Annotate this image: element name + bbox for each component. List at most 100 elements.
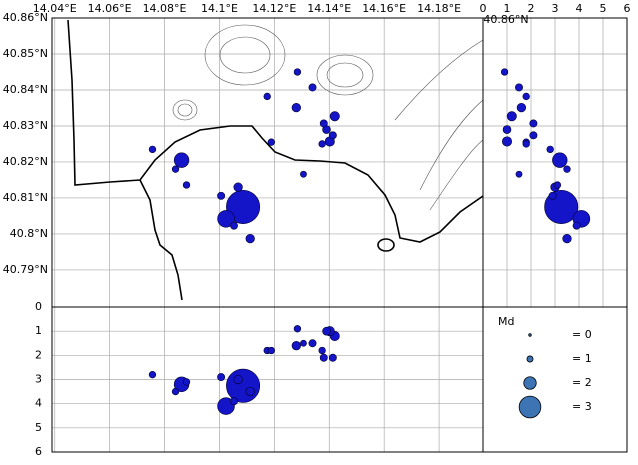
event-depth-lon [267, 346, 275, 355]
depth-tick-label: 2 [35, 348, 42, 361]
event-depth-lat [562, 233, 572, 244]
event-depth-lat [506, 111, 517, 122]
event-depth-lat [563, 165, 571, 173]
islet [377, 238, 395, 252]
legend-marker [518, 395, 542, 419]
depth-tick-label: 6 [624, 2, 631, 15]
event-map [148, 145, 157, 154]
legend-label: = 2 [572, 376, 592, 389]
event-depth-lon [217, 373, 226, 382]
event-depth-lon [318, 346, 326, 355]
event-depth-lat [553, 181, 562, 189]
depth-tick-label: 5 [35, 421, 42, 434]
y-tick-label: 40.86°N [3, 11, 48, 24]
event-depth-lat [502, 125, 512, 134]
y-tick-label: 40.81°N [3, 191, 48, 204]
event-map [173, 152, 190, 168]
legend-marker [528, 333, 532, 337]
coastline [67, 19, 484, 243]
event-depth-lon [182, 378, 191, 386]
event-map [318, 140, 326, 148]
event-map [233, 182, 243, 192]
relief [394, 39, 484, 211]
x-tick-label: 14.12°E [252, 2, 296, 15]
depth-tick-label: 4 [35, 397, 42, 410]
y-tick-label: 40.82°N [3, 155, 48, 168]
legend-title: Md [498, 315, 514, 328]
event-map [308, 83, 317, 92]
event-map [329, 111, 340, 122]
depth-tick-label: 6 [35, 445, 42, 458]
legend-label: = 0 [572, 328, 592, 341]
event-depth-lat [501, 136, 512, 147]
x-tick-label: 14.04°E [33, 2, 77, 15]
depth-tick-label: 3 [35, 373, 42, 386]
panel-frame [482, 306, 628, 453]
y-tick-label: 40.8°N [10, 227, 48, 240]
y-tick-label: 40.84°N [3, 83, 48, 96]
crater [316, 54, 374, 96]
event-depth-lon [293, 325, 302, 333]
y-tick-label: 40.79°N [3, 263, 48, 276]
legend-label: = 3 [572, 400, 592, 413]
event-depth-lat [500, 68, 509, 76]
event-depth-lat [516, 102, 527, 113]
x-tick-label: 14.08°E [143, 2, 187, 15]
event-depth-lon [245, 386, 255, 397]
event-map [182, 181, 191, 189]
legend-marker [526, 355, 534, 363]
event-map [217, 191, 226, 200]
event-depth-lat [522, 92, 530, 101]
event-depth-lat [548, 191, 557, 200]
event-map [217, 210, 235, 228]
x-tick-label: 14.1°E [201, 2, 238, 15]
event-depth-lon [233, 374, 243, 385]
relief [219, 36, 271, 74]
depth-tick-label: 2 [528, 2, 535, 15]
event-depth-lat [572, 221, 581, 230]
depth-tick-label: 0 [35, 300, 42, 313]
legend-marker [523, 376, 537, 390]
event-map [319, 119, 328, 128]
event-map [226, 189, 261, 224]
x-tick-label: 14.06°E [88, 2, 132, 15]
x-tick-label: 14.14°E [307, 2, 351, 15]
event-map [300, 170, 307, 178]
event-depth-lon [148, 371, 157, 379]
event-depth-lat [522, 140, 530, 148]
event-depth-lon [226, 368, 261, 403]
depth-tick-label: 3 [552, 2, 559, 15]
depth-tick-label: 5 [600, 2, 607, 15]
event-depth-lon [291, 341, 301, 351]
event-map [171, 165, 180, 173]
event-depth-lon [300, 339, 307, 347]
event-map [293, 68, 302, 76]
event-depth-lon [308, 339, 317, 348]
panel-frame [51, 17, 484, 308]
crater [326, 62, 364, 88]
event-map [267, 138, 275, 146]
event-depth-lon [322, 326, 331, 336]
event-depth-lat [546, 145, 554, 154]
event-depth-lat [515, 170, 523, 178]
depth-tick-label: 4 [576, 2, 583, 15]
crater [172, 99, 198, 121]
event-depth-lon [319, 353, 328, 362]
event-depth-lat [515, 83, 523, 92]
crater [177, 103, 193, 117]
depth-tick-label: 1 [35, 324, 42, 337]
event-depth-lat [529, 131, 538, 140]
event-depth-lon [328, 353, 337, 362]
peninsula [139, 179, 183, 301]
event-depth-lon [171, 387, 180, 396]
depth-tick-label: 0 [480, 2, 487, 15]
y-tick-label: 40.86°N [483, 13, 528, 26]
event-map [263, 92, 271, 101]
event-depth-lat [552, 152, 568, 168]
y-tick-label: 40.83°N [3, 119, 48, 132]
event-map [291, 102, 301, 113]
event-map [328, 131, 337, 140]
event-depth-lon [230, 397, 238, 406]
event-depth-lat [529, 119, 538, 128]
